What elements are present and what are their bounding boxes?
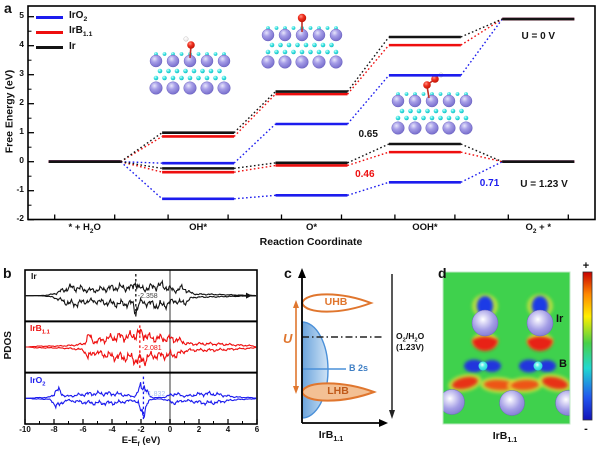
- c-x-axis-title: IrB1.1: [318, 429, 344, 444]
- molecular-structure-inset-ooh: [391, 72, 473, 135]
- b-atom-label: B: [559, 358, 567, 370]
- a-x-tick-label: O2 + *: [525, 221, 552, 235]
- red-accumulation-lobe: [472, 336, 498, 351]
- panel-a-label: a: [4, 0, 12, 16]
- legend: IrO2 IrB1.1 Ir: [36, 10, 92, 55]
- pdos-curve-up: [25, 327, 257, 348]
- b-x-tick-label: -6: [79, 425, 87, 434]
- pdos-curve-up: [25, 279, 257, 297]
- a-annotation: U = 0 V: [521, 30, 556, 42]
- a-x-axis-title: Reaction Coordinate: [259, 236, 363, 248]
- colorbar-minus-label: -: [584, 423, 588, 435]
- pdos-panel-name: Ir: [31, 271, 37, 281]
- b-atom: [478, 361, 488, 371]
- band-center-value: -2.081: [141, 345, 162, 352]
- band-center-value: -1.832: [145, 391, 166, 398]
- uhb-label: UHB: [324, 296, 348, 308]
- pdos-plot: [24, 269, 258, 425]
- pdos-curve-up: [25, 382, 257, 399]
- pdos-curve-down: [25, 346, 257, 367]
- legend-swatch: [36, 31, 63, 34]
- a-y-tick-label: -2: [16, 213, 24, 224]
- colorbar-plus-label: +: [582, 260, 590, 272]
- b-x-tick-label: -8: [50, 425, 58, 434]
- a-plot-frame: [27, 5, 596, 221]
- a-y-tick-label: 5: [19, 10, 24, 21]
- pdos-panel-name: IrO2: [30, 375, 46, 388]
- orange-accumulation-blob: [484, 379, 514, 391]
- legend-item: IrB1.1: [36, 25, 92, 40]
- a-x-tick-label: O*: [305, 221, 318, 233]
- band-center-value: -2.358: [137, 293, 158, 300]
- a-annotation: U = 1.23 V: [520, 179, 568, 191]
- lhb-band-shape: [300, 382, 377, 402]
- colorbar: [582, 271, 593, 421]
- ir-atom: [526, 309, 554, 337]
- pdos-panel-name: IrB1.1: [30, 323, 50, 336]
- orange-accumulation-blob: [452, 376, 478, 390]
- b-x-tick-label: 4: [225, 425, 231, 434]
- hubbard-u-label: U: [283, 331, 293, 346]
- pdos-curve-down: [25, 295, 257, 316]
- a-x-tick-label: OH*: [189, 221, 208, 233]
- charge-density-map: [442, 271, 593, 425]
- red-accumulation-lobe: [527, 336, 553, 351]
- legend-swatch: [36, 16, 63, 19]
- b-x-tick-label: 2: [196, 425, 202, 434]
- a-y-tick-label: 4: [19, 39, 24, 50]
- redox-level-label-line2: (1.23V): [396, 342, 424, 352]
- legend-label: Ir: [69, 41, 76, 53]
- orange-accumulation-blob: [542, 376, 568, 390]
- uhb-band-shape: [300, 293, 374, 313]
- b2s-label: B 2s: [349, 363, 369, 373]
- a-y-tick-label: 1: [19, 126, 24, 137]
- legend-label: IrB1.1: [69, 25, 93, 39]
- energy-series: [48, 17, 575, 163]
- b-x-tick-label: 0: [167, 425, 173, 434]
- redox-level-label-line1: O2/H2O: [396, 331, 425, 344]
- ir-atom-bottom: [555, 390, 570, 416]
- a-x-tick-label: * + H2O: [68, 221, 101, 235]
- ir-atom: [471, 309, 499, 337]
- density-map-features: [443, 294, 570, 416]
- b-x-tick-label: -10: [19, 425, 31, 434]
- a-x-tick-label: OOH*: [412, 221, 438, 233]
- lhb-label: LHB: [327, 385, 349, 397]
- b-x-tick-label: -4: [108, 425, 116, 434]
- legend-label: IrO2: [69, 10, 88, 24]
- panel-d-label: d: [438, 265, 447, 281]
- b-atom: [533, 361, 543, 371]
- a-annotation: 0.71: [479, 178, 500, 190]
- legend-item: Ir: [36, 40, 92, 55]
- a-y-axis-title: Free Energy (eV): [3, 69, 16, 154]
- a-annotation: 0.65: [358, 128, 378, 140]
- band-schematic: [293, 268, 395, 427]
- orange-accumulation-blob: [511, 379, 539, 391]
- free-energy-plot: [27, 5, 596, 221]
- a-y-tick-label: -1: [16, 184, 24, 195]
- a-y-tick-label: 0: [19, 155, 24, 166]
- molecular-structure-inset-o: [261, 13, 343, 69]
- panel-c-label: c: [284, 265, 292, 281]
- a-y-tick-label: 2: [19, 97, 24, 108]
- energy-series: [48, 142, 575, 170]
- b-y-axis-title: PDOS: [2, 331, 14, 360]
- ir-atom-label: Ir: [556, 313, 564, 325]
- legend-swatch: [36, 46, 63, 49]
- a-y-tick-label: 3: [19, 68, 24, 79]
- pdos-curve-down: [25, 397, 257, 418]
- legend-item: IrO2: [36, 10, 92, 25]
- ir-atom-bottom: [499, 390, 525, 416]
- b-x-axis-title: E-Ef (eV): [121, 435, 161, 448]
- d-x-axis-title: IrB1.1: [492, 430, 518, 445]
- panel-b-label: b: [3, 265, 12, 281]
- b-x-tick-label: 6: [254, 425, 260, 434]
- a-annotation: 0.46: [355, 169, 375, 181]
- b-x-tick-label: -2: [137, 425, 145, 434]
- molecular-structure-inset-oh: [149, 36, 231, 95]
- ir-atom-bottom: [443, 389, 465, 415]
